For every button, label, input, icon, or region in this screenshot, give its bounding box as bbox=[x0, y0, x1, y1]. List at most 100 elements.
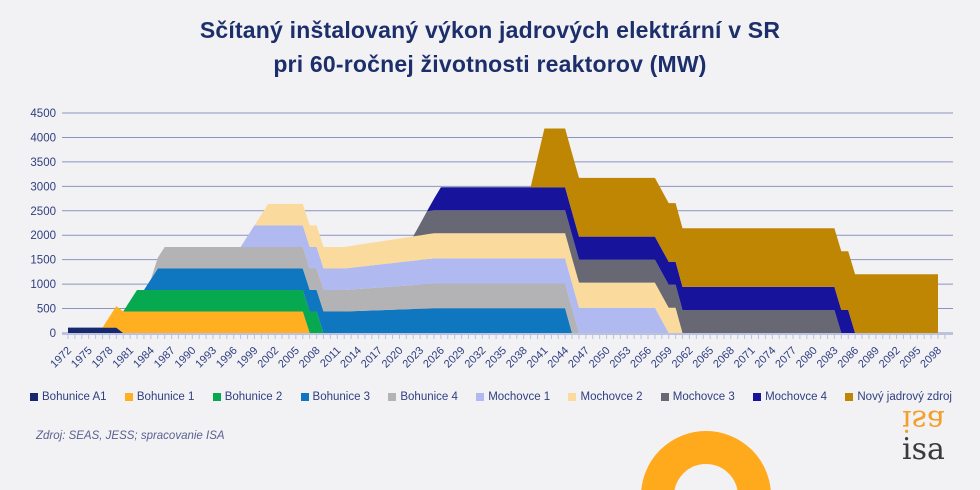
x-tick-label: 1981 bbox=[110, 345, 136, 371]
x-tick-label: 2092 bbox=[877, 345, 903, 371]
legend-swatch bbox=[124, 393, 133, 401]
x-tick-label: 1996 bbox=[214, 345, 240, 371]
x-tick-label: 2005 bbox=[276, 345, 302, 371]
legend-item-nový-jadrový-zdroj: Nový jadrový zdroj bbox=[845, 391, 952, 403]
x-tick-label: 2095 bbox=[898, 345, 924, 371]
x-tick-label: 2032 bbox=[463, 345, 489, 371]
x-tick-label: 2068 bbox=[711, 345, 737, 371]
y-tick-label: 0 bbox=[50, 328, 56, 340]
x-tick-label: 2062 bbox=[670, 345, 696, 371]
x-axis-ticks bbox=[62, 334, 953, 339]
x-tick-label: 2044 bbox=[545, 345, 571, 371]
legend-item-bohunice-2: Bohunice 2 bbox=[212, 391, 283, 403]
x-tick-label: 2053 bbox=[608, 345, 634, 371]
x-tick-label: 2086 bbox=[835, 345, 861, 371]
legend-swatch bbox=[660, 393, 669, 401]
y-tick-label: 2000 bbox=[30, 230, 56, 242]
legend-swatch bbox=[30, 393, 38, 401]
legend-label: Bohunice 3 bbox=[312, 391, 371, 403]
legend-label: Bohunice 2 bbox=[224, 391, 283, 403]
x-tick-label: 2026 bbox=[421, 345, 447, 371]
area-mochovce-1 bbox=[68, 225, 938, 333]
legend-label: Bohunice 4 bbox=[400, 391, 458, 403]
legend-label: Bohunice A1 bbox=[42, 391, 107, 403]
legend-swatch bbox=[753, 393, 762, 401]
x-tick-label: 2080 bbox=[794, 345, 820, 371]
legend-item-mochovce-3: Mochovce 3 bbox=[660, 391, 735, 403]
legend-item-mochovce-2: Mochovce 2 bbox=[568, 391, 643, 403]
stacked-area-chart: 0 500 1000 1500 2000 2500 3000 3500 4000 4500 1972… bbox=[30, 108, 953, 371]
page-title: Sčítaný inštalovaný výkon jadrových elek… bbox=[0, 13, 980, 81]
area-bohunice-2 bbox=[68, 290, 938, 333]
isa-logo-text: isa bbox=[902, 432, 945, 467]
legend-swatch bbox=[212, 393, 221, 401]
isa-logo: isa isa bbox=[902, 403, 945, 467]
area-bohunice-3 bbox=[68, 268, 938, 333]
legend-swatch bbox=[568, 393, 577, 401]
x-tick-label: 2050 bbox=[587, 345, 613, 371]
x-axis-labels: 1972197519781981198419871990199319961999… bbox=[48, 345, 944, 371]
y-tick-label: 2500 bbox=[30, 206, 56, 218]
area-bohunice-1 bbox=[68, 306, 938, 333]
area-bohunice-4 bbox=[68, 247, 938, 333]
x-tick-label: 1999 bbox=[235, 345, 261, 371]
x-tick-label: 1975 bbox=[69, 345, 95, 371]
legend-swatch bbox=[845, 393, 854, 401]
legend-label: Mochovce 3 bbox=[672, 391, 735, 403]
y-tick-label: 4000 bbox=[30, 132, 56, 144]
x-tick-label: 2074 bbox=[753, 345, 779, 371]
legend-item-bohunice-3: Bohunice 3 bbox=[300, 391, 371, 403]
y-tick-label: 3000 bbox=[30, 181, 56, 193]
x-tick-label: 2014 bbox=[338, 345, 364, 371]
x-tick-label: 1990 bbox=[173, 345, 199, 371]
page-title-line1: Sčítaný inštalovaný výkon jadrových elek… bbox=[199, 17, 781, 43]
legend-label: Mochovce 1 bbox=[488, 391, 551, 403]
x-tick-label: 2023 bbox=[400, 345, 426, 371]
x-tick-label: 1987 bbox=[152, 345, 178, 371]
x-tick-label: 2077 bbox=[773, 345, 799, 371]
source-note: Zdroj: SEAS, JESS; spracovanie ISA bbox=[36, 430, 225, 442]
x-tick-label: 2041 bbox=[525, 345, 551, 371]
legend-item-mochovce-4: Mochovce 4 bbox=[753, 391, 827, 403]
legend-label: Mochovce 4 bbox=[765, 391, 828, 403]
area-nový-jadrový-zdroj bbox=[68, 128, 938, 333]
chart-legend: Bohunice A1 Bohunice 1 Bohunice 2 Bohunice … bbox=[30, 391, 952, 403]
x-tick-label: 2029 bbox=[442, 345, 468, 371]
x-tick-label: 1978 bbox=[90, 345, 116, 371]
isa-logo-reflection: isa bbox=[902, 403, 945, 438]
legend-label: Mochovce 2 bbox=[580, 391, 643, 403]
x-tick-label: 2035 bbox=[483, 345, 509, 371]
x-tick-label: 2020 bbox=[380, 345, 406, 371]
x-tick-label: 1993 bbox=[193, 345, 219, 371]
legend-item-bohunice-a1: Bohunice A1 bbox=[30, 391, 107, 403]
y-tick-label: 500 bbox=[37, 304, 56, 316]
x-tick-label: 2083 bbox=[815, 345, 841, 371]
area-mochovce-3 bbox=[68, 203, 938, 333]
legend-item-bohunice-1: Bohunice 1 bbox=[124, 391, 195, 403]
decorative-ring-shape bbox=[641, 431, 771, 490]
x-tick-label: 1972 bbox=[48, 345, 74, 371]
y-tick-label: 1000 bbox=[30, 279, 56, 291]
x-tick-label: 2098 bbox=[918, 345, 944, 371]
x-tick-label: 2017 bbox=[359, 345, 385, 371]
x-tick-label: 2038 bbox=[504, 345, 530, 371]
x-tick-label: 2056 bbox=[628, 345, 654, 371]
legend-swatch bbox=[300, 393, 309, 401]
legend-swatch bbox=[476, 393, 485, 401]
page-title-line2: pri 60-ročnej životnosti reaktorov (MW) bbox=[273, 51, 707, 77]
area-series bbox=[68, 128, 938, 333]
area-mochovce-4 bbox=[68, 187, 938, 333]
x-tick-label: 2011 bbox=[318, 345, 343, 370]
legend-item-mochovce-1: Mochovce 1 bbox=[476, 391, 550, 403]
legend-label: Bohunice 1 bbox=[136, 391, 195, 403]
y-tick-label: 4500 bbox=[30, 108, 56, 120]
y-tick-label: 3500 bbox=[30, 157, 56, 169]
x-tick-label: 1984 bbox=[131, 345, 157, 371]
y-axis-labels: 0 500 1000 1500 2000 2500 3000 3500 4000 4500 bbox=[30, 108, 56, 340]
x-tick-label: 2089 bbox=[856, 345, 882, 371]
x-tick-label: 2065 bbox=[690, 345, 716, 371]
legend-label: Nový jadrový zdroj bbox=[857, 391, 952, 403]
legend-item-bohunice-4: Bohunice 4 bbox=[388, 391, 458, 403]
x-tick-label: 2008 bbox=[297, 345, 323, 371]
